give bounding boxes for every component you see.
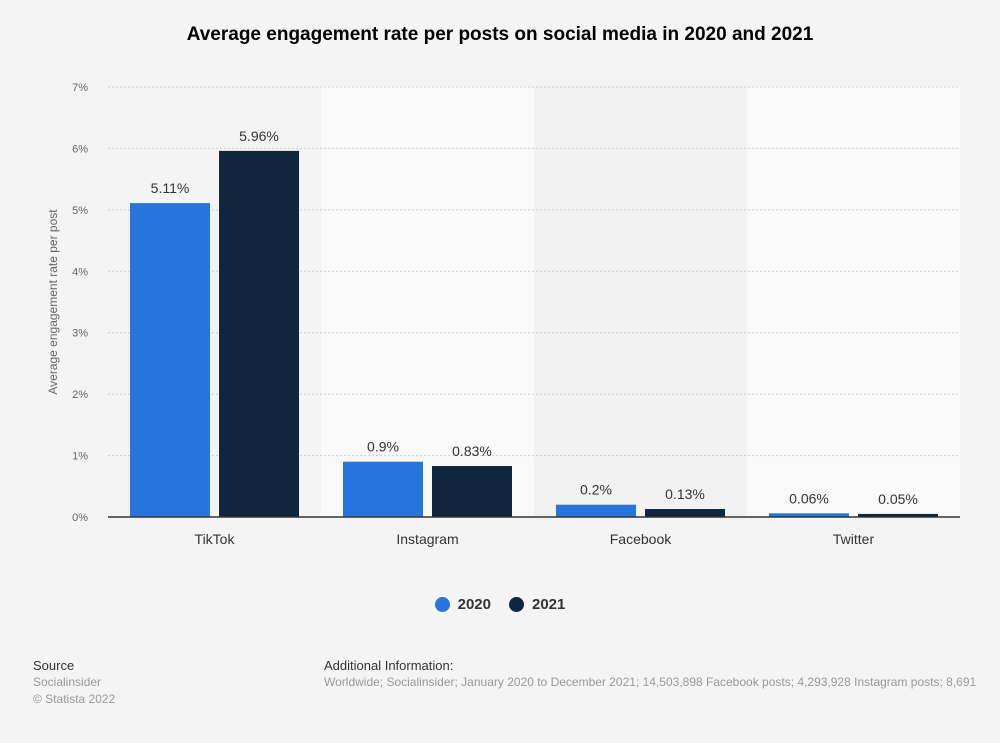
info-heading: Additional Information: — [324, 658, 454, 673]
y-tick-label: 4% — [72, 266, 88, 278]
legend-item-2021[interactable]: 2021 — [509, 596, 565, 613]
x-tick-label: TikTok — [195, 531, 236, 547]
data-label: 5.96% — [239, 128, 279, 144]
data-label: 0.06% — [789, 490, 829, 506]
bar-2020-facebook[interactable] — [556, 504, 636, 517]
source-heading: Source — [33, 658, 75, 673]
data-label: 0.2% — [580, 482, 612, 498]
data-label: 0.05% — [878, 491, 918, 507]
legend-label: 2020 — [457, 596, 491, 613]
data-label: 0.9% — [367, 439, 399, 455]
legend-label: 2021 — [532, 596, 566, 613]
category-band — [321, 87, 534, 517]
y-tick-label: 6% — [72, 143, 88, 155]
bar-2020-tiktok[interactable] — [130, 203, 210, 517]
y-tick-label: 1% — [72, 451, 88, 463]
additional-info: Additional Information: Worldwide; Socia… — [324, 657, 1000, 691]
x-tick-label: Instagram — [396, 531, 458, 547]
chart-title: Average engagement rate per posts on soc… — [186, 24, 814, 45]
bar-2021-facebook[interactable] — [645, 509, 725, 517]
source-name[interactable]: Socialinsider — [33, 675, 102, 689]
legend-marker — [434, 597, 450, 612]
legend: 2020 2021 — [0, 596, 1000, 613]
legend-item-2020[interactable]: 2020 — [434, 596, 491, 613]
category-band — [534, 87, 747, 517]
y-tick-label: 3% — [72, 328, 88, 340]
x-tick-label: Twitter — [833, 531, 875, 547]
copyright: © Statista 2022 — [33, 692, 116, 706]
data-label: 5.11% — [151, 180, 190, 196]
data-label: 0.13% — [665, 486, 705, 502]
y-tick-label: 2% — [72, 389, 88, 401]
legend-marker — [509, 597, 524, 612]
category-band — [747, 87, 960, 517]
y-tick-label: 5% — [72, 205, 88, 217]
y-axis-label: Average engagement rate per post — [46, 209, 60, 395]
bar-2021-instagram[interactable] — [432, 466, 512, 517]
y-tick-label: 7% — [72, 82, 88, 94]
source-block: Source Socialinsider © Statista 2022 — [33, 657, 115, 708]
x-tick-label: Facebook — [610, 531, 672, 547]
bar-2020-twitter[interactable] — [769, 513, 849, 517]
bar-2021-tiktok[interactable] — [219, 150, 299, 517]
info-text: Worldwide; Socialinsider; January 2020 t… — [324, 675, 977, 689]
bar-2020-instagram[interactable] — [343, 461, 423, 517]
y-tick-label: 0% — [72, 512, 88, 524]
bar-2021-twitter[interactable] — [858, 513, 938, 517]
bar-chart: 0% 1% 2% 3% 4% 5% 6% 7% Average engagement rate … — [46, 82, 960, 547]
data-label: 0.83% — [452, 443, 492, 459]
